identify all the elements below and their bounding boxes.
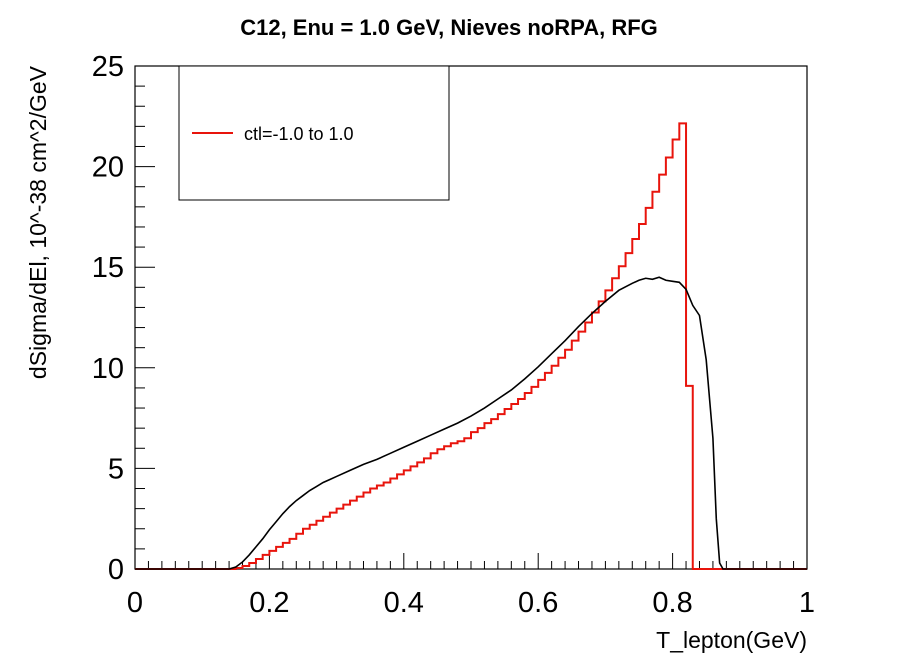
x-tick-label: 0.4	[384, 587, 424, 619]
x-tick-label: 1	[799, 587, 815, 619]
legend-entry: ctl=-1.0 to 1.0	[244, 124, 354, 144]
y-tick-label: 5	[108, 453, 124, 485]
series-layer	[135, 122, 807, 570]
chart-title: C12, Enu = 1.0 GeV, Nieves noRPA, RFG	[240, 15, 658, 40]
legend: ctl=-1.0 to 1.0	[178, 65, 450, 201]
y-tick-label: 15	[92, 252, 124, 284]
x-axis-label: T_lepton(GeV)	[656, 627, 807, 653]
series-black-curve	[135, 276, 807, 570]
x-tick-label: 0	[127, 587, 143, 619]
y-axis-label: dSigma/dEl, 10^-38 cm^2/GeV	[25, 65, 51, 379]
series-red-histogram	[135, 122, 807, 570]
x-tick-label: 0.8	[652, 587, 692, 619]
y-tick-label: 25	[92, 51, 124, 83]
y-tick-label: 0	[108, 554, 124, 586]
x-tick-label: 0.6	[518, 587, 558, 619]
y-tick-label: 10	[92, 353, 124, 385]
x-tick-label: 0.2	[249, 587, 289, 619]
y-tick-label: 20	[92, 152, 124, 184]
